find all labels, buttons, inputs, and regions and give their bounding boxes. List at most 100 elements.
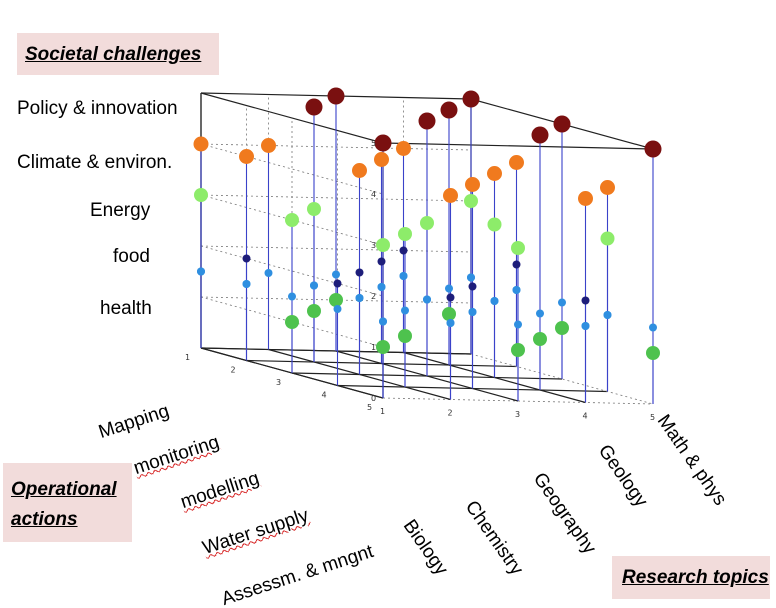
data-point [531,126,549,144]
data-point [468,282,477,291]
data-point [509,155,524,170]
z-axis-label: Climate & environ. [17,152,173,173]
data-point [464,194,478,208]
data-point-aux [379,317,387,326]
data-point [420,216,434,230]
data-point-aux [355,294,364,302]
data-point [418,112,436,130]
data-point [446,293,455,302]
data-point [442,307,456,321]
data-point [305,98,323,116]
data-point-aux [288,292,296,301]
point-layer [193,87,662,360]
data-point-aux [490,297,499,305]
x-tick-label: 4 [583,412,588,421]
y-tick-label: 2 [231,366,236,375]
left-wall-gridline [200,296,384,348]
y-tick-label: 5 [367,403,372,412]
left-wall-gridline [200,143,384,195]
left-wall-gridline [200,92,384,144]
data-point-aux [242,280,251,288]
box-edge [382,142,654,150]
y-tick-label: 4 [322,391,327,400]
data-point [578,191,593,206]
societal-challenges-label: Societal challenges [25,44,202,65]
data-point [512,260,521,269]
data-point [327,87,345,105]
data-point-aux [649,323,657,332]
data-point [465,177,480,192]
data-point [307,202,321,216]
x-tick-label: 5 [650,413,655,422]
data-point [377,257,386,266]
data-point [533,332,547,346]
data-point [374,152,389,167]
data-point [239,149,254,164]
data-point [376,238,390,252]
data-point-aux [446,319,455,327]
data-point [285,315,299,329]
left-wall-gridline [200,245,384,297]
data-point-aux [558,298,566,307]
data-point-aux [401,306,409,315]
data-point [600,231,615,246]
data-point-aux [468,308,477,316]
data-point [644,140,662,158]
data-point [376,340,390,354]
data-point [487,217,502,232]
left-wall-gridline [200,194,384,246]
z-tick-label: 2 [371,292,376,301]
data-point [329,293,343,307]
data-point-aux [512,286,521,294]
data-point [194,188,208,202]
data-point-aux [197,267,205,276]
z-tick-label: 4 [371,190,376,199]
floor-gridline [470,353,654,405]
research-topics-label: Research topics [622,567,769,588]
data-point-aux [581,322,590,330]
operational-actions-label: Operational actions [11,479,117,530]
data-point [193,136,209,152]
research-topics-callout: Research topics [612,556,770,599]
data-point [487,166,502,181]
z-tick-label: 1 [371,343,376,352]
z-axis-label: Policy & innovation [17,98,178,119]
data-point [307,304,321,318]
data-point [555,321,569,335]
data-point [399,246,408,255]
data-point-aux [332,270,340,279]
data-point-aux [264,269,273,277]
data-point [462,90,480,108]
data-point [440,101,458,119]
data-point [261,138,276,153]
societal-challenges-callout: Societal challenges [17,33,219,75]
data-point [396,141,411,156]
z-axis-label: food [113,246,150,267]
data-point [352,163,367,178]
data-point-aux [445,284,453,293]
z-tick-label: 3 [371,241,376,250]
z-tick-label: 5 [371,139,376,148]
data-point [285,213,299,227]
data-point-aux [423,295,431,304]
x-tick-label: 2 [448,409,453,418]
data-point-aux [310,281,318,290]
data-point [511,241,525,255]
data-point-aux [399,272,408,280]
data-point [374,134,392,152]
x-tick-label: 1 [380,407,385,416]
x-tick-label: 3 [515,410,520,419]
data-point-aux [377,283,386,291]
z-axis-label: Energy [90,200,151,221]
data-point-aux [514,320,522,329]
data-point [242,254,251,263]
data-point-aux [536,309,544,318]
data-point [553,115,571,133]
data-point-aux [467,273,475,282]
data-point [398,227,412,241]
z-tick-label: 0 [371,394,376,403]
y-tick-label: 1 [185,353,190,362]
